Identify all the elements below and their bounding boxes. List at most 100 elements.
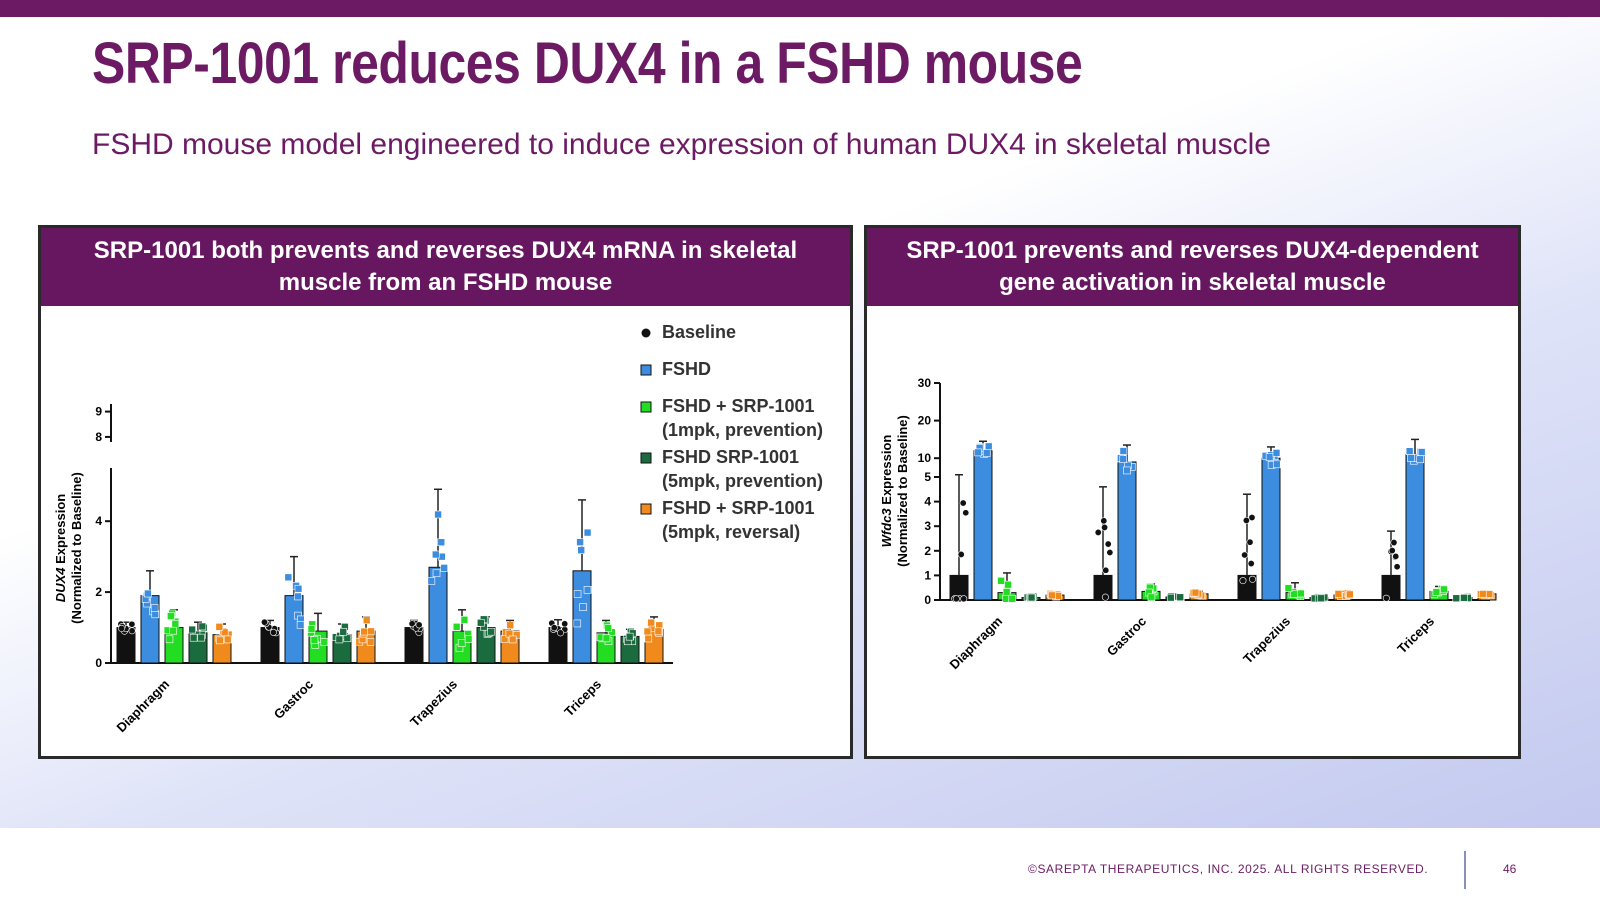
data-point [1249, 575, 1257, 583]
data-point [118, 624, 126, 632]
legend-label-1: Baseline [662, 322, 736, 342]
data-point [1048, 591, 1056, 600]
data-point [165, 635, 174, 644]
data-point [1002, 588, 1011, 596]
data-point [644, 634, 653, 643]
x-tick-label: Triceps [1394, 614, 1437, 657]
footer-divider [1464, 851, 1466, 889]
data-point [427, 577, 436, 585]
page-number: 46 [1503, 862, 1517, 876]
data-point [310, 636, 319, 644]
x-tick-label: Gastroc [1104, 614, 1149, 659]
data-point [1119, 447, 1128, 455]
data-point [320, 638, 329, 646]
y-tick-label: 4 [95, 514, 102, 528]
data-point [957, 550, 965, 558]
data-point [962, 509, 970, 517]
data-point [576, 538, 584, 546]
legend-marker [640, 401, 652, 413]
data-point [647, 618, 655, 627]
data-point [307, 625, 316, 633]
data-point [216, 636, 224, 645]
data-point [335, 635, 344, 644]
y-axis-title-measure: Expression [53, 494, 68, 568]
data-point [1393, 563, 1401, 571]
data-point [343, 634, 352, 643]
data-point [959, 499, 967, 507]
bar-diaphragm-series-2 [973, 450, 993, 601]
top-accent-bar [0, 0, 1600, 17]
data-point [1346, 590, 1354, 599]
data-point [1191, 588, 1200, 597]
data-point [260, 618, 268, 626]
left-chart-panel: SRP-1001 both prevents and reverses DUX4… [38, 225, 853, 759]
data-point [294, 584, 303, 593]
data-point [1104, 540, 1112, 548]
data-point [1027, 593, 1036, 602]
data-point [1246, 538, 1254, 546]
data-point [1272, 460, 1281, 469]
y-tick-label: 10 [918, 451, 932, 465]
data-point [1004, 580, 1012, 589]
data-point [362, 616, 371, 625]
y-axis-title-gene: DUX4 [53, 567, 68, 602]
legend-marker [641, 328, 651, 338]
data-point [654, 627, 663, 636]
data-point [476, 618, 485, 627]
data-point [625, 632, 634, 641]
data-point [366, 638, 375, 646]
data-point [1452, 594, 1461, 603]
data-point [169, 626, 178, 635]
data-point [974, 448, 982, 457]
data-point [960, 595, 968, 603]
legend-label-3: (1mpk, prevention) [662, 420, 823, 440]
data-point [982, 449, 991, 457]
data-point [1123, 466, 1131, 475]
data-point [1094, 528, 1102, 536]
data-point [577, 546, 585, 554]
data-point [1106, 548, 1114, 556]
data-point [561, 620, 569, 628]
data-point [294, 592, 302, 601]
data-point [144, 589, 152, 598]
data-point [1392, 552, 1400, 560]
data-point [464, 635, 473, 643]
data-point [1147, 593, 1156, 602]
bar-triceps-series-2 [572, 570, 592, 664]
y-axis-subtitle: (Normalized to Baseline) [69, 472, 84, 624]
data-point [296, 621, 305, 629]
bar-triceps-series-1 [1381, 574, 1401, 601]
y-tick-label: 2 [95, 585, 102, 599]
data-point [367, 627, 375, 636]
y-tick-label: 0 [95, 656, 102, 670]
data-point [171, 620, 180, 628]
data-point [1101, 523, 1109, 531]
data-point [512, 631, 521, 639]
left-panel-header: SRP-1001 both prevents and reverses DUX4… [41, 228, 850, 306]
data-point [223, 635, 232, 644]
y-axis-title: DUX4 Expression [53, 494, 68, 602]
data-point [151, 610, 160, 619]
data-point [952, 595, 960, 603]
data-point [1405, 447, 1414, 455]
data-point [360, 627, 369, 636]
data-point [1008, 594, 1017, 603]
x-tick-label: Trapezius [407, 677, 460, 730]
data-point [1119, 455, 1128, 463]
data-point [573, 590, 582, 598]
data-point [602, 634, 611, 643]
data-point [643, 627, 652, 636]
data-point [1247, 560, 1255, 568]
y-axis-title-gene: Wfdc3 [879, 508, 894, 548]
y-tick-label: 1 [924, 568, 931, 582]
data-point [1166, 593, 1175, 602]
data-point [452, 622, 461, 631]
y-tick-label: 9 [95, 405, 102, 419]
data-point [1317, 594, 1326, 603]
right-chart-panel: SRP-1001 prevents and reverses DUX4-depe… [864, 225, 1521, 759]
data-point [1241, 551, 1249, 559]
data-point [1390, 539, 1398, 547]
data-point [189, 633, 198, 642]
bar-trapezius-series-2 [1261, 457, 1281, 601]
data-point [415, 621, 423, 629]
